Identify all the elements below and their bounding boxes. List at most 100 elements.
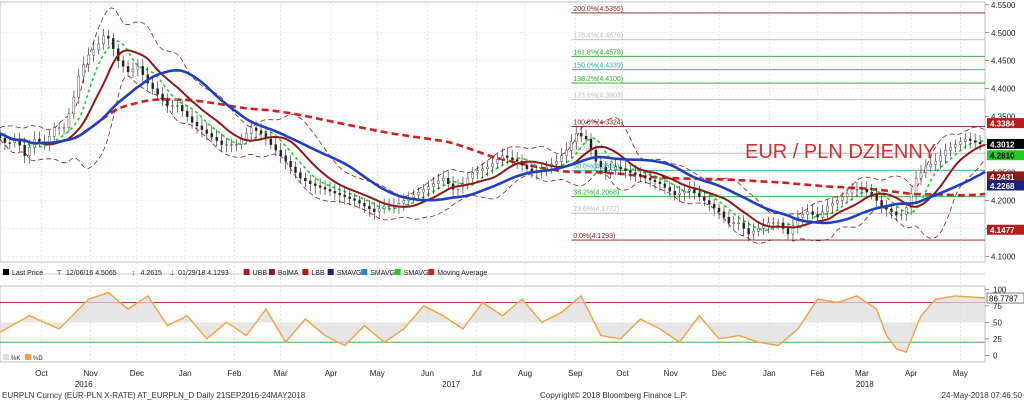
price-bar-body bbox=[274, 144, 277, 151]
price-bar-body bbox=[506, 155, 509, 158]
price-bar-body bbox=[373, 208, 376, 212]
price-bar-body bbox=[412, 194, 415, 198]
price-bar-body bbox=[703, 196, 706, 201]
fibonacci-label: 38.2%(4.2068) bbox=[573, 190, 619, 197]
price-bar-body bbox=[570, 141, 573, 151]
osc-legend-label: %D bbox=[33, 356, 43, 362]
x-tick-label: May bbox=[370, 369, 385, 378]
price-bar-body bbox=[323, 187, 327, 190]
price-bar-body bbox=[491, 163, 494, 168]
price-bar-body bbox=[284, 155, 287, 162]
legend-swatch bbox=[327, 269, 334, 275]
fibonacci-label: 161.8%(4.4579) bbox=[573, 49, 623, 56]
price-bar-body bbox=[772, 222, 775, 224]
price-bar-body bbox=[919, 172, 923, 179]
footer-right: 24-May-2018 07:46:50 bbox=[942, 391, 1023, 400]
price-bar-body bbox=[648, 177, 652, 181]
x-tick-label: Oct bbox=[35, 369, 48, 378]
fibonacci-label: 150.0%(4.4339) bbox=[573, 63, 623, 70]
price-bar-body bbox=[978, 142, 982, 145]
price-bar-body bbox=[220, 140, 223, 145]
osc-y-tick-label: 50 bbox=[993, 318, 1002, 327]
price-bar-body bbox=[722, 211, 726, 218]
price-bar-body bbox=[801, 214, 804, 218]
legend-label: LBB bbox=[311, 270, 325, 277]
x-tick-label: Nov bbox=[664, 369, 678, 378]
price-bar-body bbox=[658, 181, 662, 184]
y-tick-label: 4.5000 bbox=[991, 29, 1016, 38]
price-bar-body bbox=[639, 174, 642, 177]
price-bar-body bbox=[604, 166, 607, 173]
price-bar-body bbox=[555, 161, 558, 165]
y-tick-label: 4.2000 bbox=[991, 196, 1016, 205]
price-bar-body bbox=[496, 159, 499, 164]
price-badge bbox=[987, 138, 1024, 149]
legend-label: SMAVG bbox=[404, 270, 429, 277]
price-bar-body bbox=[87, 54, 90, 65]
price-bar-body bbox=[102, 35, 105, 45]
legend-label: 4.2615 bbox=[141, 270, 163, 277]
price-bar-body bbox=[614, 166, 617, 170]
osc-y-tick-label: 25 bbox=[993, 335, 1002, 344]
price-bar-body bbox=[959, 141, 962, 145]
osc-y-tick-label: 75 bbox=[993, 302, 1002, 311]
price-badge-label: 4.1477 bbox=[990, 226, 1015, 235]
price-bar-body bbox=[678, 192, 681, 196]
fibonacci-label: (4.2845) bbox=[573, 146, 599, 153]
legend-symbol: ↕ bbox=[132, 270, 136, 277]
x-tick-label: Jul bbox=[472, 369, 482, 378]
price-bar-body bbox=[195, 122, 199, 127]
smavg-blue-line bbox=[0, 68, 986, 225]
price-badge-label: 4.3012 bbox=[990, 140, 1015, 149]
price-badge-label: 4.2431 bbox=[990, 173, 1015, 182]
price-bar-body bbox=[796, 217, 800, 226]
price-bar-body bbox=[437, 180, 440, 184]
price-bar-body bbox=[791, 225, 795, 235]
price-bar-body bbox=[254, 127, 258, 131]
price-bar-body bbox=[363, 203, 366, 207]
axes-layer: Oct Nov Dec Jan Feb Mar Apr May Jun Jul Aug Sep Oct N… bbox=[35, 1, 1024, 389]
price-bar-body bbox=[314, 183, 317, 186]
price-bar-body bbox=[890, 208, 893, 212]
price-bar-body bbox=[619, 166, 622, 170]
price-bar-body bbox=[210, 133, 213, 138]
price-bar-body bbox=[929, 163, 933, 168]
price-bar-body bbox=[934, 161, 937, 165]
price-bar-body bbox=[166, 99, 169, 106]
price-bar-body bbox=[8, 142, 12, 144]
price-bar-body bbox=[446, 177, 450, 184]
upper-bollinger-band bbox=[0, 7, 986, 215]
legend-label: Last Price bbox=[12, 270, 43, 277]
price-badge bbox=[987, 118, 1024, 129]
price-bar-body bbox=[432, 183, 435, 187]
price-bar-body bbox=[136, 66, 140, 70]
oscillator-layer bbox=[0, 291, 986, 353]
price-bar-body bbox=[269, 138, 273, 145]
price-bar-body bbox=[747, 228, 750, 235]
price-bar-body bbox=[900, 214, 903, 216]
stochastic-d-line bbox=[0, 291, 986, 353]
price-bar-body bbox=[38, 138, 41, 142]
osc-legend-swatch bbox=[25, 354, 31, 360]
price-bar-body bbox=[57, 127, 61, 129]
price-bar-body bbox=[698, 192, 701, 197]
price-bar-body bbox=[845, 192, 849, 197]
price-bar-body bbox=[895, 211, 898, 216]
price-bar-body bbox=[565, 149, 568, 156]
price-bar-body bbox=[865, 189, 868, 193]
price-bar-body bbox=[875, 194, 878, 201]
price-bar-body bbox=[949, 147, 952, 151]
price-bar-body bbox=[634, 172, 637, 175]
price-bar-body bbox=[545, 166, 548, 170]
price-bar-body bbox=[880, 200, 883, 207]
y-tick-label: 4.3500 bbox=[991, 113, 1016, 122]
price-bar-body bbox=[584, 135, 588, 140]
price-bar-body bbox=[575, 133, 578, 142]
price-bar-body bbox=[353, 198, 356, 201]
x-tick-label: Nov bbox=[84, 369, 98, 378]
legend-swatch bbox=[3, 269, 9, 275]
x-tick-label: Jan bbox=[763, 369, 776, 378]
osc-legend-swatch bbox=[3, 354, 9, 360]
y-tick-label: 4.5500 bbox=[991, 1, 1016, 10]
fibonacci-label: 0.0%(4.1293) bbox=[573, 233, 615, 240]
